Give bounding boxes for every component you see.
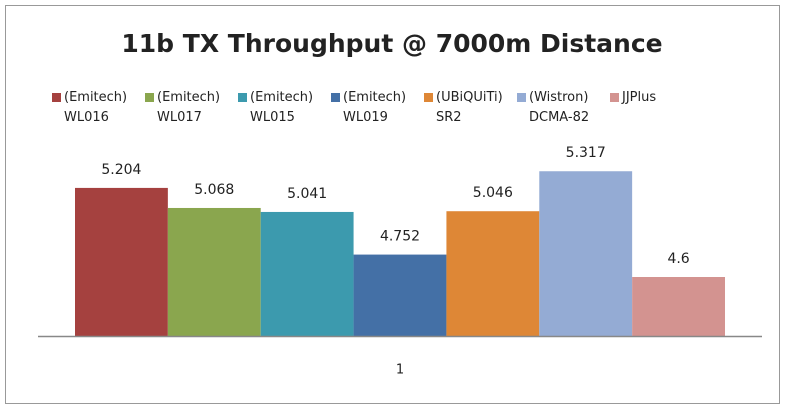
legend-label: (Emitech) WL016 (64, 90, 128, 125)
legend: (Emitech) WL016 (Emitech) WL017 (Emitech) … (52, 88, 703, 128)
legend-item: (UBiQUiTi) SR2 (424, 88, 517, 128)
legend-swatch (238, 93, 247, 102)
bar (353, 254, 447, 336)
data-label: 5.317 (566, 145, 606, 161)
data-label: 5.204 (101, 162, 141, 178)
legend-item: (Emitech) WL017 (145, 88, 238, 128)
legend-item: (Wistron) DCMA-82 (517, 88, 610, 128)
legend-item: (Emitech) WL019 (331, 88, 424, 128)
legend-swatch (52, 93, 61, 102)
legend-label: (Emitech) WL019 (343, 90, 407, 125)
legend-swatch (145, 93, 154, 102)
legend-label: (Wistron) DCMA-82 (529, 90, 590, 125)
bar (539, 171, 633, 336)
bar (446, 211, 540, 336)
data-label: 5.046 (473, 185, 513, 201)
legend-item: JJPlus (610, 88, 703, 128)
data-label: 4.752 (380, 229, 420, 245)
data-label: 5.041 (287, 186, 327, 202)
chart-title: 11b TX Throughput @ 7000m Distance (121, 29, 662, 58)
legend-label: (UBiQUiTi) SR2 (436, 90, 503, 125)
legend-swatch (331, 93, 340, 102)
bar (75, 187, 168, 336)
legend-label: JJPlus (622, 90, 657, 105)
bar (167, 207, 261, 336)
legend-swatch (517, 93, 526, 102)
data-label: 4.6 (667, 251, 689, 267)
legend-swatch (424, 93, 433, 102)
legend-swatch (610, 93, 619, 102)
x-tick-label: 1 (396, 363, 404, 378)
data-label: 5.068 (194, 182, 234, 198)
bar (632, 277, 725, 336)
legend-label: (Emitech) WL015 (250, 90, 314, 125)
legend-item: (Emitech) WL016 (52, 88, 145, 128)
legend-label: (Emitech) WL017 (157, 90, 221, 125)
bar (260, 211, 354, 336)
legend-item: (Emitech) WL015 (238, 88, 331, 128)
